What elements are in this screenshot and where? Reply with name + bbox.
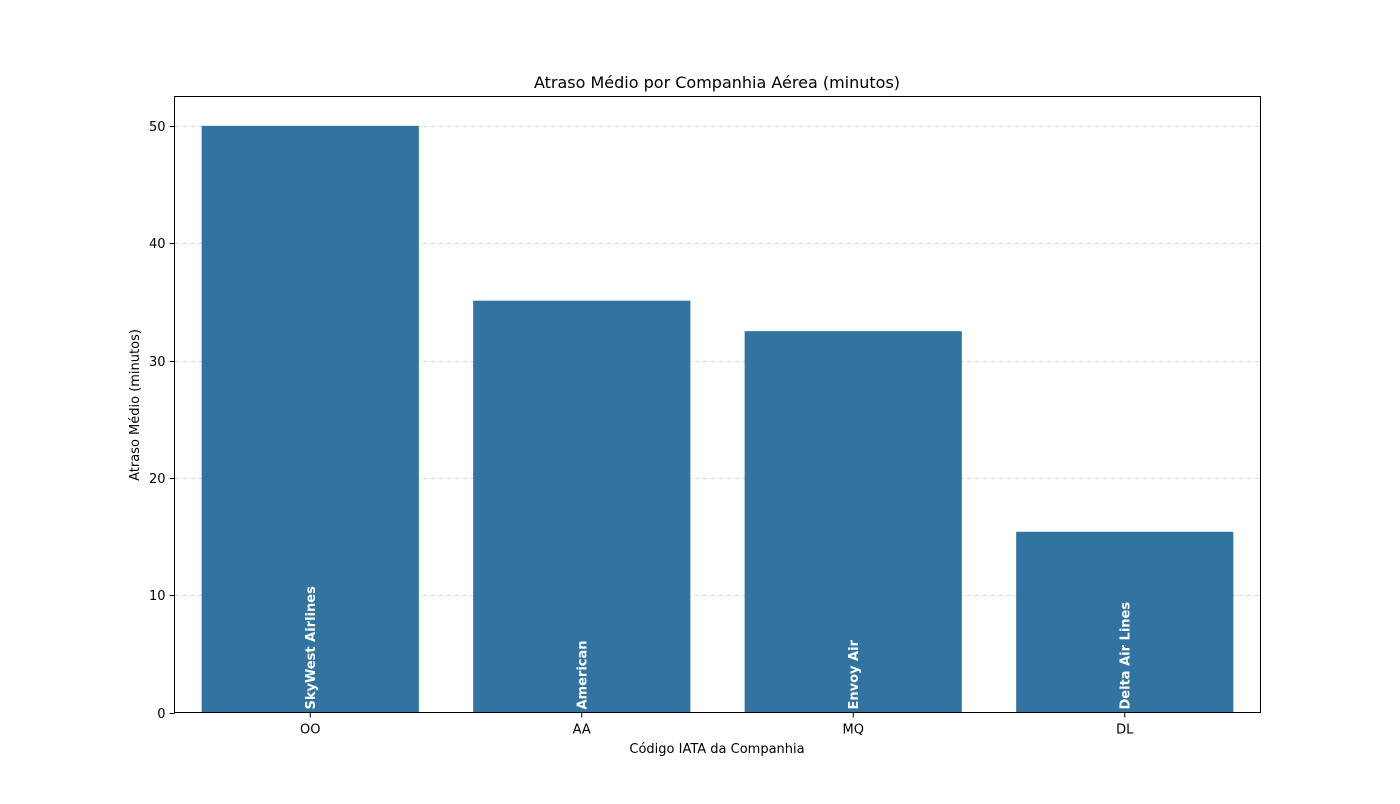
bar-label: Envoy Air [847, 639, 862, 709]
x-tick-label: MQ [843, 723, 864, 738]
chart-title: Atraso Médio por Companhia Aérea (minuto… [534, 73, 900, 92]
y-tick-label: 10 [149, 589, 166, 604]
y-tick-label: 30 [149, 355, 166, 370]
bars-layer [201, 125, 1234, 713]
y-tick-label: 40 [149, 237, 166, 252]
y-axis-ticks: 0 10 20 30 40 50 [149, 120, 175, 722]
y-tick-label: 0 [157, 707, 165, 722]
bar-label: SkyWest Airlines [304, 586, 319, 710]
bar-aa [473, 300, 691, 713]
x-tick-label: AA [573, 723, 591, 738]
bar-label: American [575, 640, 590, 709]
x-axis-label: Código IATA da Companhia [629, 742, 804, 757]
bar-labels-layer: SkyWest Airlines American Envoy Air Delta A… [304, 586, 1134, 710]
x-tick-label: OO [300, 723, 320, 738]
bar-oo [201, 125, 419, 713]
bar-mq [744, 331, 962, 713]
x-tick-label: DL [1116, 723, 1134, 738]
bar-dl [1016, 531, 1234, 713]
y-tick-label: 50 [149, 120, 166, 135]
x-axis-ticks: OO AA MQ DL [300, 712, 1134, 738]
y-axis-label: Atraso Médio (minutos) [128, 329, 143, 481]
y-tick-label: 20 [149, 472, 166, 487]
bar-label: Delta Air Lines [1118, 602, 1133, 710]
plot-frame [174, 96, 1261, 713]
